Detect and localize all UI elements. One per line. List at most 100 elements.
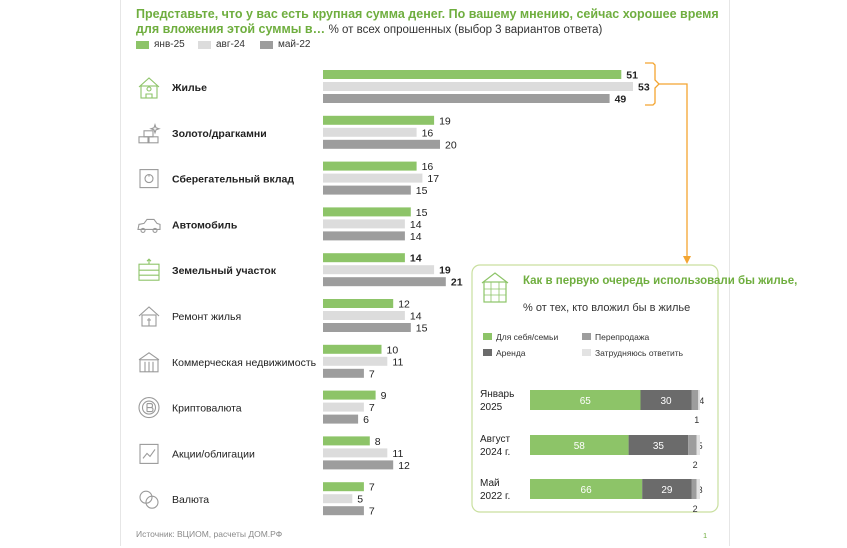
data-label: 15 <box>416 323 428 335</box>
segment <box>696 479 700 499</box>
data-label: 51 <box>626 70 638 82</box>
bar <box>323 356 388 366</box>
bar <box>323 185 411 195</box>
category-label: Жилье <box>171 82 207 94</box>
inset-panel: Как в первую очередь использовали бы жил… <box>471 264 797 514</box>
segment-label: 5 <box>698 441 703 451</box>
category-label: Ремонт жилья <box>172 311 241 323</box>
bar-group: Валюта 757 <box>139 482 375 518</box>
bar <box>323 253 405 263</box>
data-label: 17 <box>427 173 439 185</box>
segment-label: 35 <box>653 441 665 452</box>
data-label: 19 <box>439 115 451 127</box>
bar <box>323 368 364 378</box>
house-plan-icon <box>481 272 509 303</box>
row-label: 2025 <box>480 402 503 413</box>
data-label: 20 <box>445 139 457 151</box>
inset-legend-item: Аренда <box>483 348 526 358</box>
data-label: 16 <box>422 161 434 173</box>
bar <box>323 448 388 458</box>
gold-bars-icon <box>138 123 161 144</box>
bar <box>323 323 411 332</box>
segment-label: 2 <box>693 460 698 470</box>
inset-legend-item: Затрудняюсь ответить <box>582 348 684 358</box>
data-label: 10 <box>387 344 399 356</box>
data-label: 5 <box>357 494 363 506</box>
data-label: 7 <box>369 402 375 414</box>
segment-label: 2 <box>693 504 698 514</box>
data-label: 7 <box>369 506 375 518</box>
crypto-coin-icon <box>138 397 160 419</box>
legend-label: май-22 <box>278 39 311 50</box>
data-label: 15 <box>416 207 428 219</box>
bar <box>323 173 423 183</box>
connector-line <box>659 83 688 258</box>
inset-title: Как в первую очередь использовали бы жил… <box>523 275 797 287</box>
legend-swatch <box>582 349 591 356</box>
legend-label: Аренда <box>496 348 526 358</box>
page-number: 1 <box>703 531 708 540</box>
legend-swatch <box>136 40 149 49</box>
coins-icon <box>139 490 159 509</box>
category-label: Золото/драгкамни <box>172 128 267 140</box>
row-label: 2024 г. <box>480 447 510 458</box>
bracket-connector <box>645 62 691 264</box>
legend-swatch <box>483 333 492 340</box>
data-label: 49 <box>615 94 627 106</box>
bar-group: Криптовалюта 976 <box>138 390 387 426</box>
bar <box>323 231 405 241</box>
segment-label: 1 <box>694 415 699 425</box>
bar <box>323 460 394 470</box>
bar <box>323 344 382 354</box>
data-label: 53 <box>638 82 650 94</box>
data-label: 7 <box>369 482 375 494</box>
bar <box>323 390 376 400</box>
bar <box>323 311 405 320</box>
bar <box>323 161 417 171</box>
bar <box>323 265 435 275</box>
data-label: 21 <box>451 277 463 289</box>
inset-subtitle: % от тех, кто вложил бы в жилье <box>523 302 690 314</box>
segment <box>642 479 692 499</box>
inset-legend-item: Перепродажа <box>582 332 650 342</box>
bar <box>323 436 370 446</box>
bar-group: Золото/драгкамни 19 16 20 <box>138 115 457 151</box>
data-label: 19 <box>439 265 451 277</box>
bar <box>323 207 411 217</box>
row-label: Май <box>480 478 500 489</box>
stacked-row: Август 2024 г. 58 35 52 <box>480 434 703 470</box>
segment-label: 65 <box>580 396 592 407</box>
safe-icon <box>139 169 159 189</box>
bar <box>323 127 417 137</box>
category-label: Земельный участок <box>172 265 277 277</box>
bar <box>323 219 405 229</box>
chart-title: Представьте, что у вас есть крупная сумм… <box>136 7 721 38</box>
row-label: Январь <box>480 389 514 400</box>
segment-label: 66 <box>581 485 593 496</box>
row-label: Август <box>480 434 511 445</box>
segment <box>640 390 692 410</box>
data-label: 14 <box>410 311 422 323</box>
segment <box>530 479 643 499</box>
bar <box>323 115 435 125</box>
inset-legend-item: Для себя/семьи <box>483 332 558 342</box>
bar <box>323 139 440 149</box>
bar <box>323 482 364 492</box>
bar <box>323 277 446 287</box>
stacked-row: Май 2022 г. 66 29 32 <box>480 478 703 514</box>
category-label: Валюта <box>172 494 209 506</box>
segment <box>530 390 641 410</box>
data-label: 15 <box>416 185 428 197</box>
legend-label: Перепродажа <box>595 332 650 342</box>
title-main: Представьте, что у вас есть крупная сумм… <box>136 7 719 36</box>
bar <box>323 299 394 308</box>
bar <box>323 70 622 79</box>
